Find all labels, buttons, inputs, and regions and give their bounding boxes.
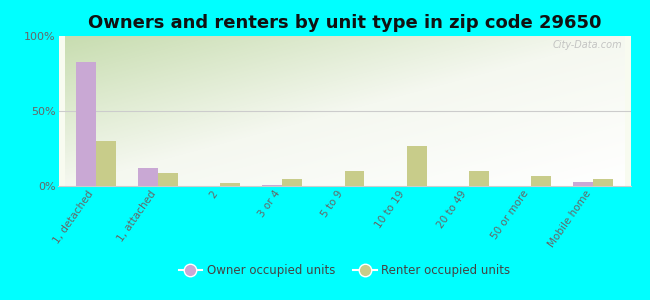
Bar <box>469 171 489 186</box>
Bar <box>158 172 178 186</box>
Legend: Owner occupied units, Renter occupied units: Owner occupied units, Renter occupied un… <box>174 260 515 282</box>
Bar <box>573 182 593 186</box>
Bar <box>138 168 158 186</box>
Bar <box>220 183 240 186</box>
Title: Owners and renters by unit type in zip code 29650: Owners and renters by unit type in zip c… <box>88 14 601 32</box>
Bar <box>282 178 302 186</box>
Text: City-Data.com: City-Data.com <box>552 40 622 50</box>
Bar <box>344 171 365 186</box>
Bar <box>531 176 551 186</box>
Bar <box>407 146 426 186</box>
Bar <box>593 178 613 186</box>
Bar <box>76 61 96 186</box>
Bar <box>263 184 282 186</box>
Bar <box>96 141 116 186</box>
